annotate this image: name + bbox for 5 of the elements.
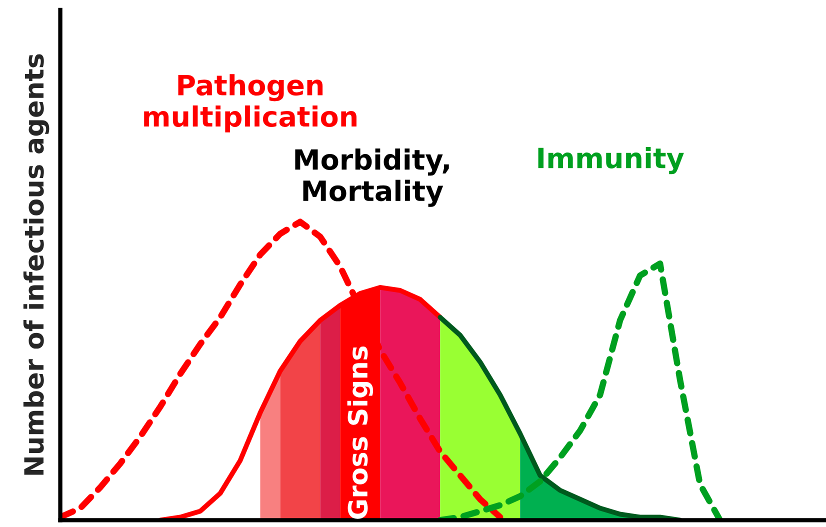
- text: Pathogen multiplication: [144, 74, 356, 132]
- text: Immunity: [538, 146, 684, 174]
- text: Morbidity, Mortality: [295, 148, 449, 207]
- annotation: Gross Signs: [347, 346, 374, 519]
- y-axis-title: Number of infectious agents: [23, 54, 50, 475]
